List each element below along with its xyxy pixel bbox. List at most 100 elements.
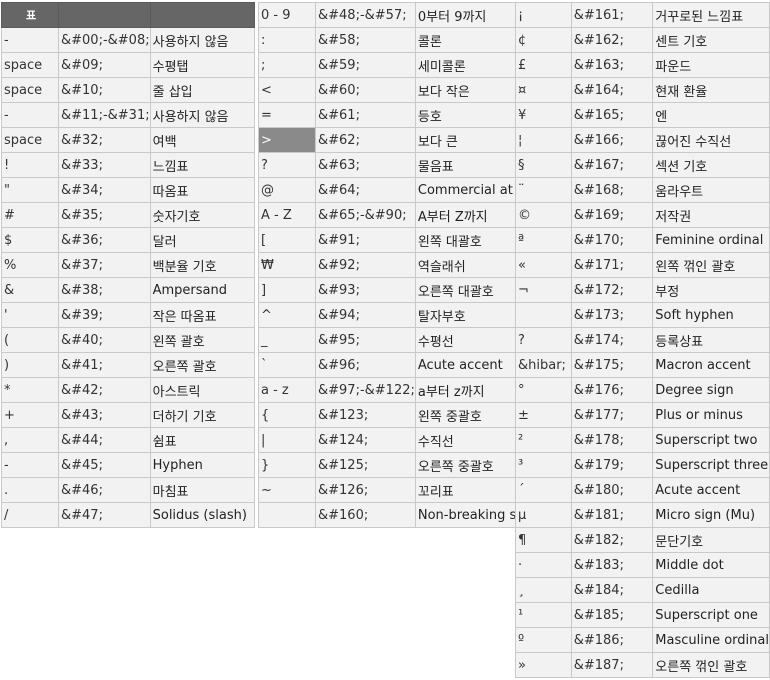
description-cell: 달러 <box>149 227 255 253</box>
description-cell: 보다 작은 <box>414 77 520 103</box>
char-cell: * <box>1 377 59 403</box>
table-row: ; &#59; 세미콜론 <box>258 52 520 78</box>
description-cell: Superscript one <box>652 602 770 628</box>
char-cell: ¡ <box>515 2 572 28</box>
description-cell: 꼬리표 <box>414 477 520 503</box>
description-cell: Superscript two <box>652 427 770 453</box>
table-row: > &#62; 보다 큰 <box>258 127 520 153</box>
entity-code-cell: &#32; <box>58 127 151 153</box>
char-cell: ¢ <box>515 27 572 53</box>
description-cell: 백분율 기호 <box>149 252 255 278</box>
char-cell: ^ <box>258 302 316 328</box>
description-cell: 수직선 <box>414 427 520 453</box>
char-cell: % <box>1 252 59 278</box>
table-row: # &#35; 숫자기호 <box>1 202 255 228</box>
description-cell: 끊어진 수직선 <box>652 127 770 153</box>
entity-code-cell: &#180; <box>570 477 654 503</box>
char-cell: ; <box>258 52 316 78</box>
table-row: ? &#174; 등록상표 <box>515 327 770 353</box>
char-cell: $ <box>1 227 59 253</box>
table-row: ¶ &#182; 문단기호 <box>515 527 770 553</box>
description-cell: Commercial at <box>414 177 520 203</box>
description-cell: 역슬래쉬 <box>414 252 520 278</box>
description-cell: A부터 Z까지 <box>414 202 520 228</box>
description-cell: Non-breaking s <box>414 502 520 528</box>
entity-code-cell: &#181; <box>570 502 654 528</box>
table-row: ª &#170; Feminine ordinal <box>515 227 770 253</box>
description-cell: 더하기 기호 <box>149 402 255 428</box>
entity-code-cell: &#163; <box>570 52 654 78</box>
char-cell: { <box>258 402 316 428</box>
description-cell: Masculine ordinal <box>652 627 770 653</box>
char-cell: ` <box>258 352 316 378</box>
entity-code-cell: &#37; <box>58 252 151 278</box>
entity-table-3: ¡ &#161; 거꾸로된 느낌표 ¢ &#162; 센트 기호 £ &#163; 파운드 ¤ &#… <box>515 2 770 678</box>
description-cell: 왼쪽 괄호 <box>149 327 255 353</box>
entity-code-cell: &#168; <box>570 177 654 203</box>
entity-code-cell: &#58; <box>315 27 416 53</box>
table-row: (&#40; 왼쪽 괄호 <box>1 327 255 353</box>
entity-code-cell: &#185; <box>570 602 654 628</box>
char-cell: ´ <box>515 477 572 503</box>
table-row: - &#45; Hyphen <box>1 452 255 478</box>
table-row: ' &#39; 작은 따옴표 <box>1 302 255 328</box>
char-cell: space <box>1 77 59 103</box>
entity-code-cell: &#174; <box>570 327 654 353</box>
description-cell: Acute accent <box>652 477 770 503</box>
table-row: / &#47; Solidus (slash) <box>1 502 255 528</box>
table-row: · &#183; Middle dot <box>515 552 770 578</box>
char-cell: space <box>1 52 59 78</box>
char-cell: | <box>258 427 316 453</box>
table-row: &hibar; &#175; Macron accent <box>515 352 770 378</box>
description-cell: Soft hyphen <box>652 302 770 328</box>
entity-code-cell: &#125; <box>315 452 416 478</box>
char-cell: ) <box>1 352 59 378</box>
description-cell: 저작권 <box>652 202 770 228</box>
entity-code-cell: &#96; <box>315 352 416 378</box>
description-cell: 세미콜론 <box>414 52 520 78</box>
char-cell: · <box>515 552 572 578</box>
char-cell: : <box>258 27 316 53</box>
table-row: | &#124; 수직선 <box>258 427 520 453</box>
table-row: space &#10; 줄 삽입 <box>1 77 255 103</box>
entity-code-cell: &#64; <box>315 177 416 203</box>
entity-code-cell: &#95; <box>315 327 416 353</box>
description-cell: 엔 <box>652 102 770 128</box>
char-cell: ( <box>1 327 59 353</box>
table-row: ¡ &#161; 거꾸로된 느낌표 <box>515 2 770 28</box>
char-cell: &hibar; <box>515 352 572 378</box>
entity-code-cell: &#65;-&#90; <box>315 202 416 228</box>
entity-code-cell: &#126; <box>315 477 416 503</box>
entity-code-cell: &#160; <box>315 502 416 528</box>
description-cell: 0부터 9까지 <box>414 2 520 28</box>
table-row: £ &#163; 파운드 <box>515 52 770 78</box>
description-cell: Plus or minus <box>652 402 770 428</box>
table-row: & &#38; Ampersand <box>1 277 255 303</box>
table-row: «&#171; 왼쪽 꺾인 괄호 <box>515 252 770 278</box>
description-cell: 섹션 기호 <box>652 152 770 178</box>
table-row: ` &#96; Acute accent <box>258 352 520 378</box>
description-cell: 오른쪽 꺾인 괄호 <box>652 652 770 678</box>
description-cell: Ampersand <box>149 277 255 303</box>
entity-code-cell: &#35; <box>58 202 151 228</box>
table-row: ¥ &#165; 엔 <box>515 102 770 128</box>
table-row: ´ &#180; Acute accent <box>515 477 770 503</box>
table-row: - &#11;-&#31; 사용하지 않음 <box>1 102 255 128</box>
table-row: , &#44; 쉼표 <box>1 427 255 453</box>
char-cell: = <box>258 102 316 128</box>
table-row: ¬ &#172; 부정 <box>515 277 770 303</box>
description-cell: 탈자부호 <box>414 302 520 328</box>
char-cell: ¸ <box>515 577 572 603</box>
char-cell: » <box>515 652 572 678</box>
entity-code-cell: &#34; <box>58 177 151 203</box>
char-cell: ¬ <box>515 277 572 303</box>
char-cell: § <box>515 152 572 178</box>
char-cell: ~ <box>258 477 316 503</box>
table-row: a - z &#97;-&#122; a부터 z까지 <box>258 377 520 403</box>
description-cell: 오른쪽 괄호 <box>149 352 255 378</box>
char-cell: ] <box>258 277 316 303</box>
char-cell: ? <box>258 152 316 178</box>
entity-code-cell: &#92; <box>315 252 416 278</box>
table-row: ° &#176; Degree sign <box>515 377 770 403</box>
char-cell: ² <box>515 427 572 453</box>
